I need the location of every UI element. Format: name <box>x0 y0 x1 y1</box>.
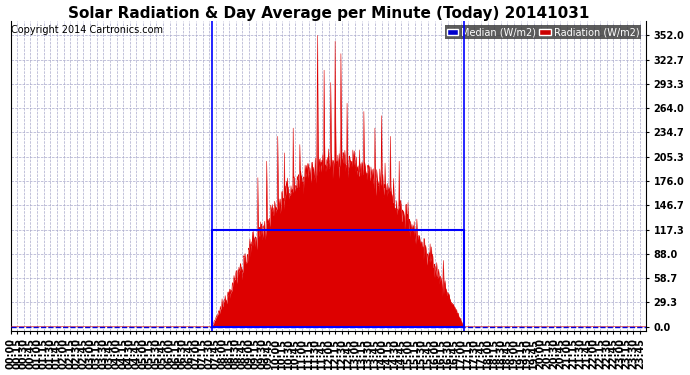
Text: Copyright 2014 Cartronics.com: Copyright 2014 Cartronics.com <box>11 25 164 35</box>
Legend: Median (W/m2), Radiation (W/m2): Median (W/m2), Radiation (W/m2) <box>444 26 641 39</box>
Bar <box>212 230 464 327</box>
Title: Solar Radiation & Day Average per Minute (Today) 20141031: Solar Radiation & Day Average per Minute… <box>68 6 589 21</box>
